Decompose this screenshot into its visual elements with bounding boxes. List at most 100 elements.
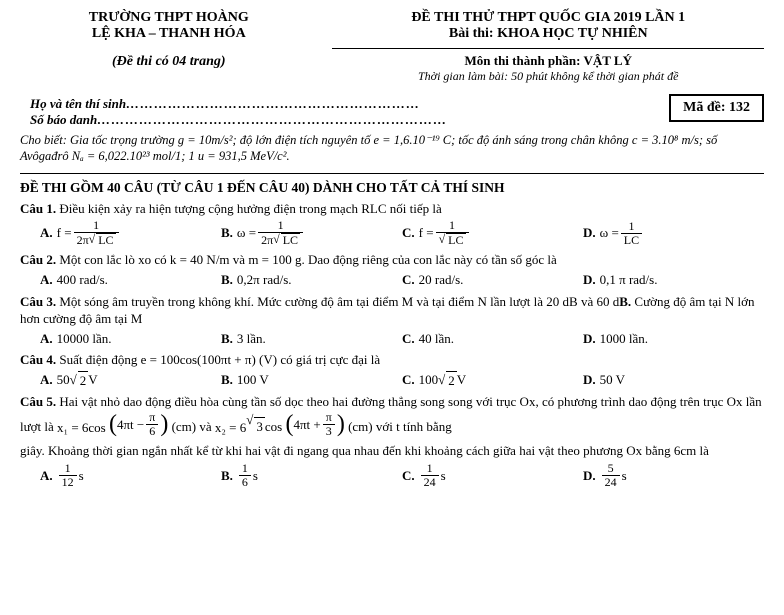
q4-opt-a: A.50√2 V: [40, 371, 221, 390]
q5-options: A.112s B.16s C.124s D.524s: [20, 462, 764, 489]
q4-text: Suất điện động e = 100cos(100πt + π) (V)…: [56, 352, 380, 367]
q4a-unit: V: [88, 371, 97, 389]
opt-label-a: A.: [40, 271, 53, 289]
q1b-lhs: ω =: [237, 224, 256, 242]
unit-s: s: [441, 467, 446, 485]
frac-den: 12: [59, 476, 77, 489]
q5-x2: x₂ = 6: [215, 420, 246, 435]
q2-label: Câu 2.: [20, 252, 56, 267]
opt-label-c: C.: [402, 330, 415, 348]
q2c: 20 rad/s.: [419, 271, 464, 289]
opt-label-b: B.: [221, 224, 233, 242]
frac-num: 1: [74, 219, 119, 233]
exam-code: Mã đề: 132: [669, 94, 764, 122]
q2-opt-a: A.400 rad/s.: [40, 271, 221, 289]
q4a: 50: [57, 371, 70, 389]
name-line: Họ và tên thí sinh………………………………………………………: [20, 96, 764, 112]
opt-label-c: C.: [402, 271, 415, 289]
opt-label-c: C.: [402, 371, 415, 389]
exam-title2: Bài thi: KHOA HỌC TỰ NHIÊN: [332, 26, 764, 42]
frac-den: 6: [239, 476, 251, 489]
q5-opt-b: B. 16s: [221, 462, 402, 489]
opt-label-c: C.: [402, 467, 415, 485]
frac-den: LC: [621, 234, 642, 247]
unit-s: s: [253, 467, 258, 485]
q3-label: Câu 3.: [20, 294, 56, 309]
q1-opt-d: D. ω = 1LC: [583, 219, 764, 247]
den-2pi: 2π: [77, 233, 89, 247]
q1a-lhs: f =: [57, 224, 72, 242]
q4-options: A.50√2 V B.100 V C.100√2 V D.50 V: [20, 371, 764, 390]
q4c-sqrt: 2: [446, 371, 457, 390]
header: TRƯỜNG THPT HOÀNG LỆ KHA – THANH HÓA (Đề…: [20, 10, 764, 84]
frac-den: 24: [421, 476, 439, 489]
q2-options: A.400 rad/s. B.0,2π rad/s. C.20 rad/s. D…: [20, 271, 764, 289]
q2a: 400 rad/s.: [57, 271, 108, 289]
unit-s: s: [622, 467, 627, 485]
school-line1: TRƯỜNG THPT HOÀNG: [20, 10, 318, 26]
number-line: Số báo danh…………………………………………………………………: [20, 112, 764, 128]
frac-den: 2π√LC: [258, 233, 303, 247]
sqrt-lc: LC: [281, 233, 300, 247]
subject-label: Môn thi thành phần:: [464, 53, 583, 68]
q1c-lhs: f =: [419, 224, 434, 242]
subject-row: Môn thi thành phần: VẬT LÝ Thời gian làm…: [332, 48, 764, 84]
den-2pi: 2π: [261, 233, 273, 247]
question-5: Câu 5. Hai vật nhỏ dao động điều hòa cùn…: [20, 393, 764, 489]
opt-label-d: D.: [583, 467, 596, 485]
pages-note: (Đề thi có 04 trang): [20, 54, 318, 70]
q2b: 0,2π rad/s.: [237, 271, 292, 289]
q4d: 50 V: [600, 371, 625, 389]
frac-num: 1: [258, 219, 303, 233]
q1-label: Câu 1.: [20, 201, 56, 216]
q2-opt-c: C.20 rad/s.: [402, 271, 583, 289]
q2-text: Một con lắc lò xo có k = 40 N/m và m = 1…: [56, 252, 557, 267]
frac-den: 24: [602, 476, 620, 489]
frac-den: 2π√LC: [74, 233, 119, 247]
exam-page: TRƯỜNG THPT HOÀNG LỆ KHA – THANH HÓA (Đề…: [0, 0, 784, 615]
question-3: Câu 3. Một sóng âm truyền trong không kh…: [20, 293, 764, 348]
q5-x1: x₁ = 6cos: [57, 420, 106, 435]
exam-title1: ĐỀ THI THỬ THPT QUỐC GIA 2019 LẦN 1: [332, 10, 764, 26]
section-title: ĐỀ THI GỒM 40 CÂU (TỪ CÂU 1 ĐẾN CÂU 40) …: [20, 180, 764, 196]
q4-opt-b: B.100 V: [221, 371, 402, 390]
q5-opt-d: D.524s: [583, 462, 764, 489]
q1d-lhs: ω =: [600, 224, 619, 242]
opt-label-b: B.: [221, 271, 233, 289]
q3-opt-c: C.40 lần.: [402, 330, 583, 348]
constants-text: Cho biết: Gia tốc trọng trường g = 10m/s…: [20, 132, 764, 165]
frac-num: 1: [59, 462, 77, 476]
opt-label-a: A.: [40, 467, 53, 485]
school-line2: LỆ KHA – THANH HÓA: [20, 26, 318, 42]
q3a: 10000 lần.: [57, 330, 112, 348]
q1-opt-a: A. f = 12π√LC: [40, 219, 221, 247]
frac-num: π: [323, 411, 335, 425]
frac-den: 6: [146, 425, 158, 438]
opt-label-d: D.: [583, 271, 596, 289]
time-note: Thời gian làm bài: 50 phút không kể thời…: [332, 69, 764, 84]
q3-opt-a: A.10000 lần.: [40, 330, 221, 348]
q3c: 40 lần.: [419, 330, 454, 348]
question-2: Câu 2. Một con lắc lò xo có k = 40 N/m v…: [20, 251, 764, 288]
q5-cmwt: (cm) với t tính bằng: [348, 419, 452, 434]
frac-num: 1: [436, 219, 469, 233]
frac-den: √LC: [436, 233, 469, 247]
frac-den: 3: [323, 425, 335, 438]
frac-num: 1: [239, 462, 251, 476]
subject-line: Môn thi thành phần: VẬT LÝ: [332, 53, 764, 69]
q3-opt-b: B.3 lần.: [221, 330, 402, 348]
opt-label-b: B.: [221, 467, 233, 485]
dots: ………………………………………………………: [126, 96, 420, 111]
opt-label-d: D.: [583, 330, 596, 348]
q5-label: Câu 5.: [20, 394, 56, 409]
q5-arg2-main: 4πt +: [293, 416, 320, 434]
subject-name: VẬT LÝ: [583, 53, 632, 68]
frac-num: 1: [621, 220, 642, 234]
unit-s: s: [79, 467, 84, 485]
opt-label-b: B.: [221, 330, 233, 348]
q5-and: (cm) và: [172, 419, 215, 434]
q5-arg2: ( 4πt + π3 ): [285, 411, 344, 438]
q5-arg1-main: 4πt −: [117, 416, 144, 434]
q3-text1: Một sóng âm truyền trong không khí. Mức …: [56, 294, 619, 309]
q5-cos: cos: [265, 419, 282, 434]
